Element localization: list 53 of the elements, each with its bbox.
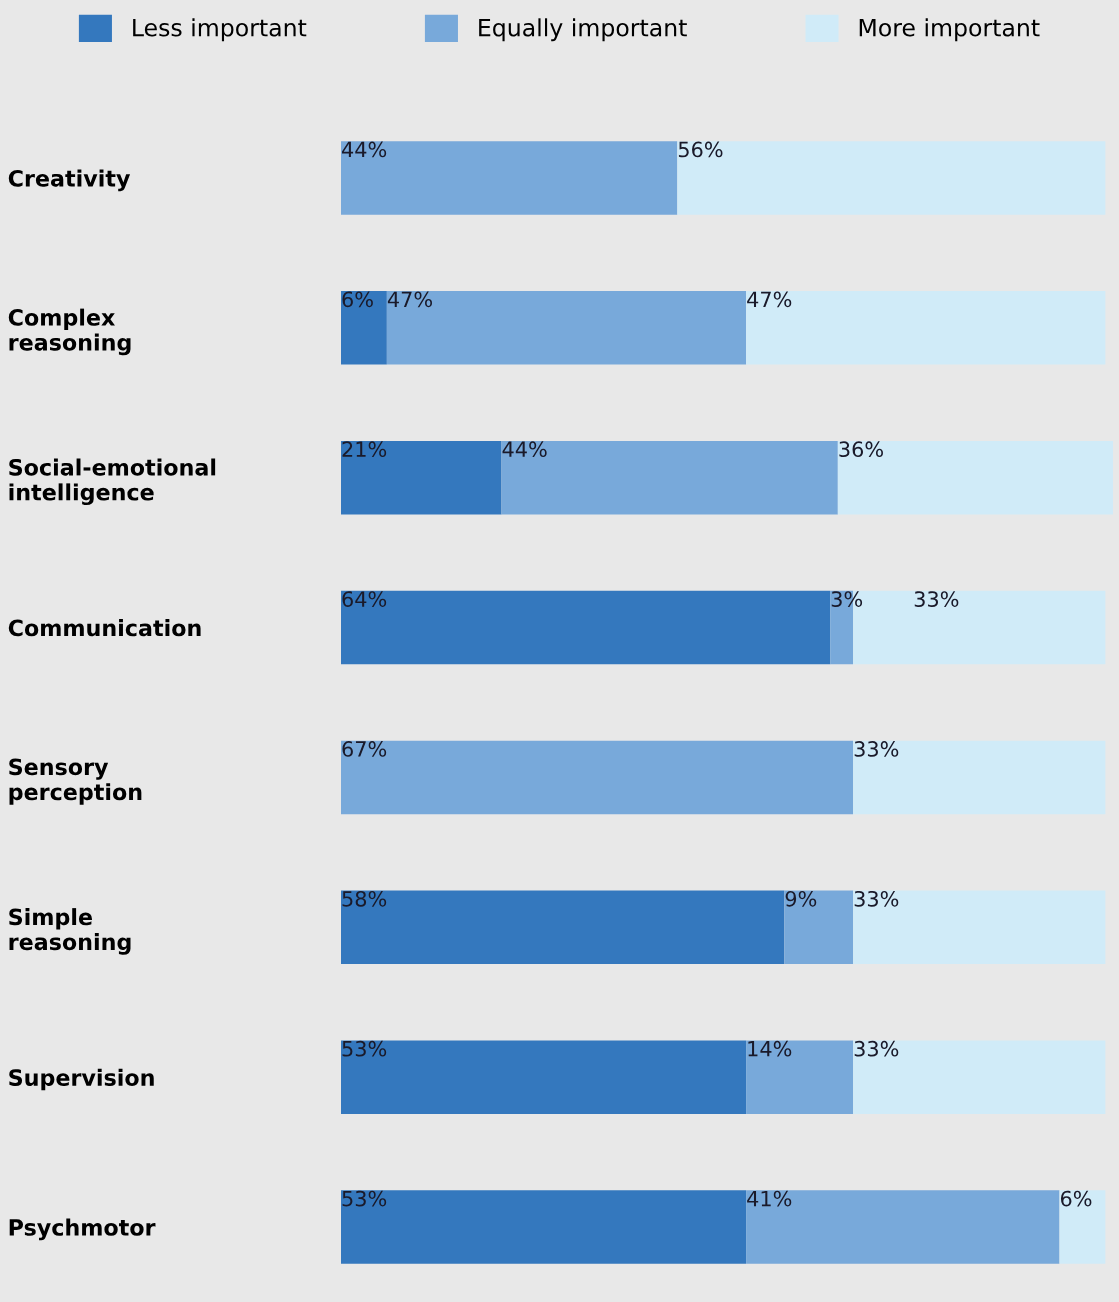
- bar: [341, 1190, 747, 1264]
- bar: [853, 890, 1106, 965]
- bar: [784, 890, 854, 965]
- bar: [341, 890, 785, 965]
- bar: [746, 1040, 854, 1114]
- data-label: 56%: [678, 141, 723, 158]
- data-label: 33%: [854, 890, 899, 907]
- data-label: 6%: [342, 291, 373, 308]
- data-label: 47%: [387, 291, 433, 308]
- data-label: 47%: [747, 291, 792, 308]
- bar: [501, 440, 838, 515]
- data-label: 9%: [785, 890, 817, 907]
- y-tick-label: Complex reasoning: [8, 308, 131, 356]
- data-label: 58%: [342, 890, 387, 907]
- data-label: 44%: [342, 141, 387, 158]
- bar: [1059, 1190, 1106, 1264]
- data-label: 33%: [854, 1040, 899, 1057]
- y-tick-label: Supervision: [9, 1068, 154, 1091]
- bar: [341, 740, 854, 815]
- y-tick-label: Communication: [8, 619, 201, 637]
- y-tick-label: Sensory perception: [9, 758, 142, 805]
- data-label: 6%: [1060, 1190, 1092, 1207]
- data-label: 14%: [748, 1040, 792, 1057]
- bar: [341, 1040, 747, 1114]
- bar: [746, 291, 1106, 365]
- bar: [341, 291, 387, 365]
- y-tick-label: Creativity: [8, 169, 131, 192]
- data-label: 33%: [914, 591, 959, 607]
- bar: [386, 291, 747, 365]
- legend-label: Less important: [133, 18, 307, 42]
- data-label: 44%: [502, 441, 547, 458]
- bar: [837, 440, 1113, 515]
- data-label: 41%: [747, 1190, 792, 1207]
- bar: [341, 141, 678, 215]
- data-label: 3%: [831, 591, 863, 607]
- y-tick-label: Simple reasoning: [9, 908, 131, 955]
- data-label: 53%: [342, 1040, 387, 1057]
- bar: [853, 1040, 1106, 1114]
- bar: [746, 1190, 1060, 1264]
- data-label: 21%: [342, 441, 387, 458]
- data-label: 53%: [342, 1190, 387, 1207]
- data-label: 67%: [342, 741, 387, 757]
- bar: [677, 141, 1106, 215]
- bar: [341, 590, 831, 665]
- data-label: 33%: [854, 741, 899, 757]
- y-tick-label: Social-emotional intelligence: [9, 458, 216, 506]
- bar: [341, 440, 502, 515]
- data-label: 36%: [839, 441, 883, 458]
- legend-label: Equally important: [479, 18, 687, 42]
- legend-label: More important: [859, 18, 1040, 42]
- bar: [853, 740, 1106, 815]
- data-label: 64%: [342, 591, 387, 607]
- y-tick-label: Psychmotor: [9, 1218, 156, 1241]
